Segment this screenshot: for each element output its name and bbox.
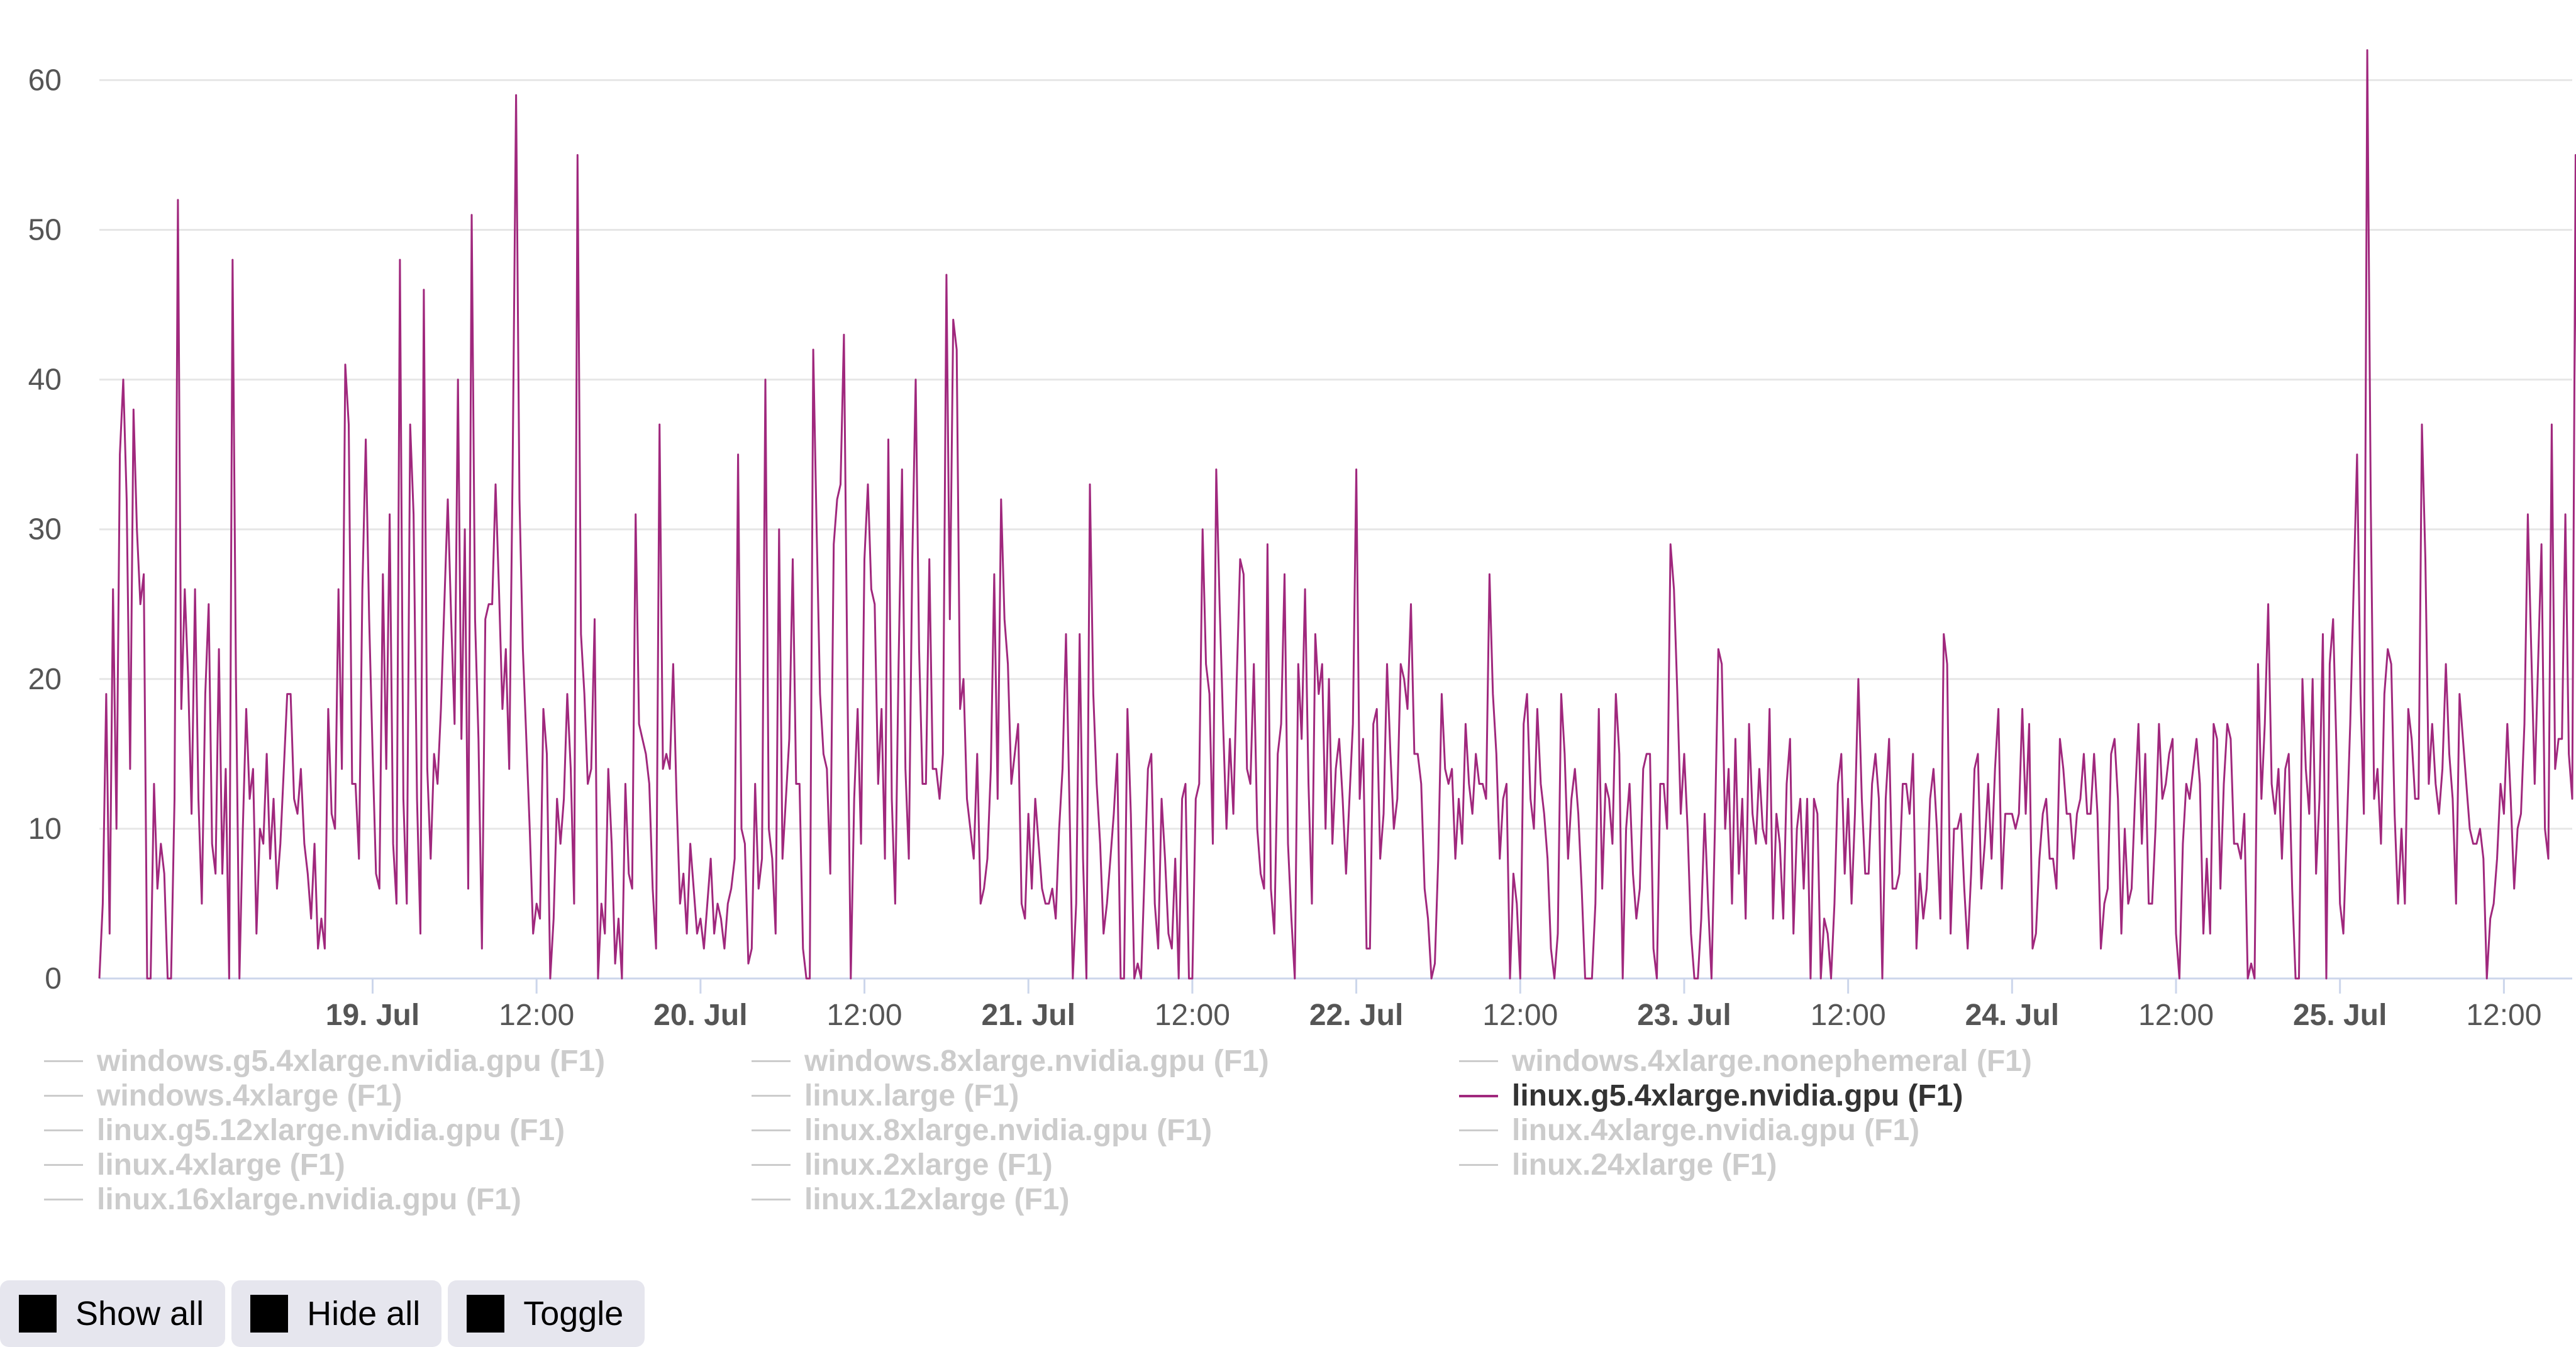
x-tick-label: 20. Jul	[653, 999, 747, 1031]
x-tick-label: 22. Jul	[1309, 999, 1403, 1031]
legend-label: linux.g5.12xlarge.nvidia.gpu (F1)	[97, 1114, 565, 1147]
legend-line-icon	[44, 1060, 83, 1062]
chart-area: 0 10 20 30 40 50 60 19. Jul 12:00 20. Jul 12:00 21.…	[28, 49, 2576, 1031]
toggle-label: Toggle	[523, 1295, 624, 1333]
legend-item[interactable]: windows.g5.4xlarge.nvidia.gpu (F1)	[44, 1044, 605, 1078]
series-line[interactable]	[98, 49, 2576, 980]
legend-line-icon	[44, 1199, 83, 1200]
x-tick-label: 12:00	[2138, 999, 2214, 1031]
legend-item[interactable]: linux.2xlarge (F1)	[752, 1148, 1053, 1182]
x-tick-label: 23. Jul	[1637, 999, 1731, 1031]
y-tick-label: 50	[28, 214, 62, 247]
y-tick-label: 60	[28, 64, 62, 97]
x-tick-label: 12:00	[2466, 999, 2541, 1031]
x-tick-label: 19. Jul	[326, 999, 419, 1031]
legend-item[interactable]: linux.g5.4xlarge.nvidia.gpu (F1)	[1459, 1078, 1963, 1113]
legend-line-icon	[752, 1060, 791, 1062]
legend-item[interactable]: windows.4xlarge.nonephemeral (F1)	[1459, 1044, 2032, 1078]
y-tick-label: 20	[28, 663, 62, 696]
legend-line-icon	[44, 1095, 83, 1097]
legend-line-icon	[752, 1199, 791, 1200]
legend-label: windows.4xlarge.nonephemeral (F1)	[1512, 1045, 2032, 1078]
legend-line-icon	[44, 1164, 83, 1166]
legend-line-icon	[752, 1095, 791, 1097]
legend-controls: Show all Hide all Toggle	[0, 1280, 645, 1347]
y-tick-label: 30	[28, 513, 62, 546]
legend-item[interactable]: linux.12xlarge (F1)	[752, 1182, 1069, 1217]
legend-item[interactable]: linux.g5.12xlarge.nvidia.gpu (F1)	[44, 1113, 565, 1148]
legend-item[interactable]: linux.4xlarge.nvidia.gpu (F1)	[1459, 1113, 1919, 1148]
x-tick-label: 12:00	[1155, 999, 1230, 1031]
legend-item[interactable]: windows.4xlarge (F1)	[44, 1078, 402, 1113]
legend-line-icon	[1459, 1129, 1498, 1131]
line-chart: 0 10 20 30 40 50 60 19. Jul 12:00 20. Jul 12:00 21.…	[28, 49, 2576, 1031]
legend-label: linux.4xlarge (F1)	[97, 1148, 345, 1182]
legend-label: linux.4xlarge.nvidia.gpu (F1)	[1512, 1114, 1920, 1147]
legend-item[interactable]: windows.8xlarge.nvidia.gpu (F1)	[752, 1044, 1269, 1078]
x-tick-label: 12:00	[1811, 999, 1886, 1031]
x-tick-label: 21. Jul	[982, 999, 1075, 1031]
legend-line-icon	[752, 1164, 791, 1166]
legend-label: linux.2xlarge (F1)	[804, 1148, 1053, 1182]
legend-line-icon	[1459, 1164, 1498, 1166]
y-tick-label: 0	[45, 962, 62, 995]
legend-label: linux.12xlarge (F1)	[804, 1183, 1070, 1216]
legend-label: linux.16xlarge.nvidia.gpu (F1)	[97, 1183, 521, 1216]
checkbox-icon	[467, 1295, 505, 1333]
y-tick-label: 40	[28, 363, 62, 397]
x-tick-label: 24. Jul	[1965, 999, 2059, 1031]
checkbox-icon	[19, 1295, 57, 1333]
legend-line-icon	[44, 1129, 83, 1131]
x-tick-label: 12:00	[1482, 999, 1558, 1031]
legend-item[interactable]: linux.4xlarge (F1)	[44, 1148, 345, 1182]
legend-line-icon	[1459, 1060, 1498, 1062]
legend-label: linux.g5.4xlarge.nvidia.gpu (F1)	[1512, 1079, 1963, 1112]
legend-label: windows.g5.4xlarge.nvidia.gpu (F1)	[97, 1045, 606, 1078]
legend-label: windows.4xlarge (F1)	[97, 1079, 402, 1112]
checkbox-icon	[250, 1295, 289, 1333]
hide-all-label: Hide all	[307, 1295, 421, 1333]
legend-label: windows.8xlarge.nvidia.gpu (F1)	[804, 1045, 1269, 1078]
x-tick-label: 12:00	[499, 999, 574, 1031]
legend-item[interactable]: linux.8xlarge.nvidia.gpu (F1)	[752, 1113, 1212, 1148]
y-tick-label: 10	[28, 812, 62, 846]
legend: windows.g5.4xlarge.nvidia.gpu (F1) window…	[0, 1044, 2576, 1245]
toggle-button[interactable]: Toggle	[448, 1280, 645, 1347]
show-all-label: Show all	[75, 1295, 204, 1333]
legend-line-icon	[1459, 1094, 1498, 1097]
x-tick-label: 25. Jul	[2293, 999, 2387, 1031]
legend-item[interactable]: linux.large (F1)	[752, 1078, 1019, 1113]
legend-label: linux.24xlarge (F1)	[1512, 1148, 1777, 1182]
show-all-button[interactable]: Show all	[0, 1280, 226, 1347]
legend-line-icon	[752, 1129, 791, 1131]
x-tick-label: 12:00	[826, 999, 902, 1031]
legend-item[interactable]: linux.16xlarge.nvidia.gpu (F1)	[44, 1182, 521, 1217]
legend-label: linux.large (F1)	[804, 1079, 1019, 1112]
legend-label: linux.8xlarge.nvidia.gpu (F1)	[804, 1114, 1213, 1147]
legend-item[interactable]: linux.24xlarge (F1)	[1459, 1148, 1777, 1182]
hide-all-button[interactable]: Hide all	[231, 1280, 442, 1347]
